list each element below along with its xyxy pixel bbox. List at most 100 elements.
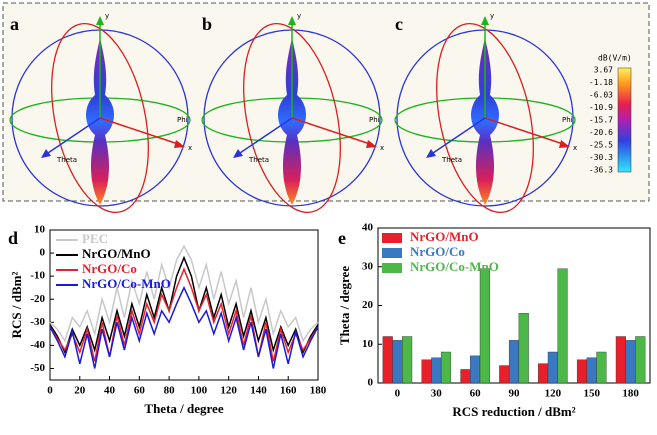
series-line bbox=[49, 255, 319, 355]
y-tick-label: 0 bbox=[368, 377, 374, 389]
radiation-panels: y x Phi Theta a y x Phi Theta b y x Phi Theta c bbox=[9, 12, 577, 214]
legend-label: PEC bbox=[82, 231, 108, 246]
x-tick-label: 120 bbox=[220, 385, 237, 397]
bar bbox=[557, 268, 568, 384]
axis-label: y bbox=[490, 12, 494, 20]
colorbar-tick-label: -6.03 bbox=[589, 91, 613, 100]
theta-ring bbox=[51, 22, 149, 214]
x-tick-label: 160 bbox=[280, 385, 297, 397]
x-arrow bbox=[559, 140, 570, 148]
radiation-lobe bbox=[86, 38, 114, 205]
plot-frame bbox=[49, 229, 319, 381]
legend-swatch bbox=[382, 263, 402, 273]
x-tick-label: 30 bbox=[431, 388, 443, 400]
bar bbox=[460, 369, 471, 384]
x-arrow bbox=[174, 140, 185, 148]
bar bbox=[499, 365, 510, 384]
bar bbox=[615, 336, 626, 384]
x-axis-3d bbox=[99, 117, 182, 146]
axis-label: x bbox=[573, 144, 577, 152]
bar bbox=[576, 359, 588, 384]
legend-swatch bbox=[382, 233, 402, 243]
axis-label: Phi bbox=[562, 116, 573, 124]
y-arrow bbox=[96, 16, 104, 25]
axis-label: Theta bbox=[248, 156, 269, 164]
bar bbox=[470, 355, 481, 384]
y-arrow bbox=[288, 16, 296, 25]
legend-label: NrGO/Co bbox=[82, 261, 137, 276]
x-tick-label: 20 bbox=[74, 385, 86, 397]
bar bbox=[518, 313, 529, 384]
axis-label: x bbox=[380, 144, 384, 152]
axis-label: Phi bbox=[177, 116, 188, 124]
legend-label: NrGO/Co-MnO bbox=[82, 276, 171, 291]
colorbar-tick-label: -36.3 bbox=[589, 166, 613, 175]
x-tick-label: 90 bbox=[509, 388, 521, 400]
x-tick-label: 60 bbox=[134, 385, 146, 397]
x-tick-label: 150 bbox=[583, 388, 600, 400]
x-axis-3d bbox=[291, 117, 374, 146]
panel-label: b bbox=[202, 14, 212, 34]
axis-label: y bbox=[297, 12, 301, 20]
colorbar-tick-label: -25.5 bbox=[589, 141, 613, 150]
bar bbox=[431, 357, 442, 384]
colorbar-tick-label: -30.3 bbox=[589, 153, 613, 162]
colorbar-tick-label: 3.67 bbox=[594, 66, 613, 75]
chart: e RCS reduction / dBm² Theta / degree 0 10 20… bbox=[337, 222, 651, 419]
theta-axis-3d bbox=[44, 117, 101, 156]
colorbar-title: dB(V/m) bbox=[598, 54, 632, 63]
bar bbox=[421, 359, 432, 384]
y-tick-label: -20 bbox=[30, 293, 45, 305]
x-tick-label: 180 bbox=[310, 385, 327, 397]
panel-label: e bbox=[338, 228, 346, 248]
series-line bbox=[49, 285, 319, 369]
axis-label: y bbox=[105, 12, 109, 20]
y-tick-label: 10 bbox=[362, 338, 374, 350]
x-axis-label: RCS reduction / dBm² bbox=[452, 404, 575, 419]
x-axis-label: Theta / degree bbox=[144, 401, 223, 416]
colorbar-tick-label: -1.18 bbox=[589, 78, 613, 87]
y-tick-label: -40 bbox=[30, 339, 45, 351]
y-tick-label: 0 bbox=[40, 247, 46, 259]
y-tick-label: 40 bbox=[362, 222, 374, 234]
axis-label: Phi bbox=[369, 116, 380, 124]
panel-label: a bbox=[10, 14, 19, 34]
panel-label: d bbox=[8, 228, 18, 248]
bar bbox=[392, 340, 403, 384]
bar bbox=[538, 363, 549, 384]
y-tick-label: 10 bbox=[34, 224, 46, 236]
y-tick-label: -30 bbox=[30, 316, 45, 328]
colorbar: dB(V/m) bbox=[598, 54, 632, 173]
theta-ring bbox=[436, 22, 534, 214]
theta-arrow bbox=[41, 149, 51, 158]
x-tick-label: 60 bbox=[470, 388, 482, 400]
y-tick-label: 30 bbox=[362, 260, 374, 272]
bar bbox=[596, 351, 607, 384]
colorbar-bar bbox=[617, 67, 632, 173]
y-axis-label: RCS / dBm² bbox=[9, 272, 24, 339]
legend-label: NrGO/Co bbox=[410, 244, 465, 259]
bar bbox=[625, 340, 636, 384]
bar bbox=[440, 351, 452, 384]
theta-arrow bbox=[233, 149, 243, 158]
bar bbox=[479, 268, 490, 384]
x-tick-label: 0 bbox=[47, 385, 53, 397]
theta-ring bbox=[243, 22, 341, 214]
y-arrow bbox=[481, 16, 489, 25]
x-tick-label: 0 bbox=[395, 388, 401, 400]
bar bbox=[508, 340, 520, 384]
panel-label: c bbox=[395, 14, 403, 34]
colorbar-tick-label: -15.7 bbox=[589, 116, 613, 125]
theta-arrow bbox=[426, 149, 436, 158]
x-arrow bbox=[366, 140, 377, 148]
x-tick-label: 120 bbox=[545, 388, 562, 400]
legend-swatch bbox=[382, 248, 402, 258]
legend-label: NrGO/MnO bbox=[410, 229, 479, 244]
theta-axis-3d bbox=[429, 117, 486, 156]
radiation-lobe bbox=[471, 38, 499, 205]
radiation-panel: y x Phi Theta b bbox=[201, 12, 384, 214]
radiation-panel: y x Phi Theta a bbox=[9, 12, 192, 214]
